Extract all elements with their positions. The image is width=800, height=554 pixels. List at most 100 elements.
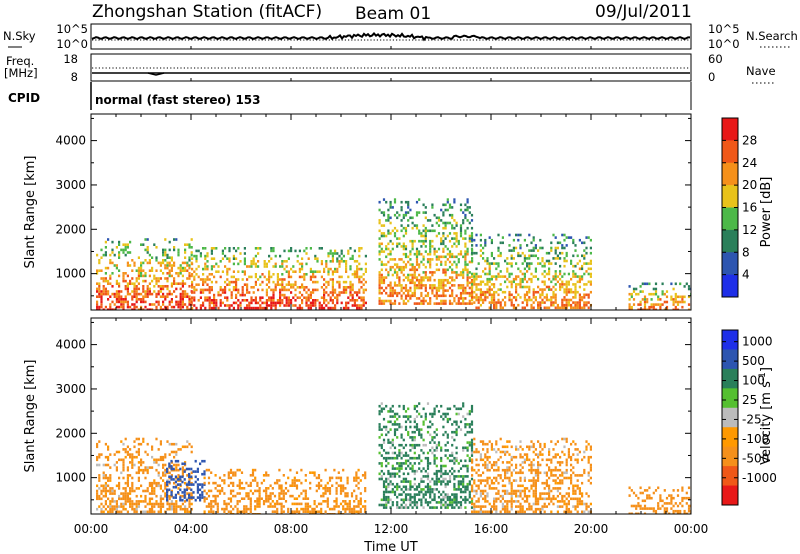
data-cell bbox=[157, 458, 160, 462]
data-cell bbox=[391, 464, 394, 468]
data-cell bbox=[104, 474, 107, 477]
data-cell bbox=[508, 262, 511, 265]
data-cell bbox=[632, 303, 636, 306]
data-cell bbox=[387, 294, 390, 298]
data-cell bbox=[301, 267, 304, 271]
data-cell bbox=[193, 291, 196, 294]
data-cell bbox=[475, 489, 478, 493]
data-cell bbox=[279, 296, 282, 299]
data-cell bbox=[162, 295, 165, 298]
data-cell bbox=[142, 510, 145, 514]
data-cell bbox=[512, 306, 515, 310]
data-cell bbox=[448, 276, 452, 279]
data-cell bbox=[572, 270, 575, 273]
data-cell bbox=[635, 287, 638, 291]
data-cell bbox=[407, 224, 410, 227]
data-cell bbox=[309, 487, 312, 490]
data-cell bbox=[572, 254, 575, 258]
data-cell bbox=[213, 296, 216, 299]
data-cell bbox=[672, 308, 675, 310]
data-cell bbox=[303, 288, 306, 292]
data-cell bbox=[263, 262, 266, 266]
data-cell bbox=[539, 453, 542, 456]
data-cell bbox=[350, 510, 354, 513]
data-cell bbox=[455, 433, 458, 437]
data-cell bbox=[404, 247, 408, 251]
data-cell bbox=[385, 268, 388, 272]
data-cell bbox=[118, 494, 121, 498]
data-cell bbox=[451, 255, 454, 259]
data-cell bbox=[159, 440, 162, 443]
data-cell bbox=[442, 464, 445, 468]
data-cell bbox=[504, 471, 507, 475]
data-cell bbox=[413, 482, 416, 486]
data-cell bbox=[104, 240, 107, 244]
data-cell bbox=[490, 479, 493, 482]
data-cell bbox=[246, 299, 249, 302]
data-cell bbox=[276, 507, 279, 511]
data-cell bbox=[396, 467, 399, 470]
data-cell bbox=[378, 273, 381, 277]
data-cell bbox=[537, 257, 540, 260]
data-cell bbox=[484, 510, 487, 514]
data-cell bbox=[409, 294, 412, 298]
data-cell bbox=[687, 295, 691, 299]
data-cell bbox=[433, 459, 436, 463]
data-cell bbox=[307, 304, 310, 307]
data-cell bbox=[137, 272, 140, 275]
data-cell bbox=[521, 507, 524, 511]
data-cell bbox=[340, 252, 343, 255]
data-cell bbox=[155, 461, 158, 464]
data-cell bbox=[357, 505, 360, 508]
data-cell bbox=[630, 292, 633, 296]
data-cell bbox=[396, 472, 399, 476]
data-cell bbox=[131, 500, 134, 503]
data-cell bbox=[499, 494, 502, 498]
data-cell bbox=[396, 456, 399, 460]
data-cell bbox=[486, 468, 489, 472]
data-cell bbox=[504, 450, 507, 454]
data-cell bbox=[353, 273, 356, 276]
data-cell bbox=[213, 257, 216, 260]
data-cell bbox=[166, 264, 169, 267]
data-cell bbox=[413, 265, 416, 269]
data-cell bbox=[433, 488, 436, 491]
data-cell bbox=[528, 264, 531, 268]
data-cell bbox=[131, 295, 134, 298]
data-cell bbox=[528, 285, 531, 289]
data-cell bbox=[166, 261, 169, 265]
data-cell bbox=[380, 443, 383, 447]
data-cell bbox=[654, 290, 658, 293]
data-cell bbox=[124, 279, 127, 283]
data-cell bbox=[501, 507, 504, 511]
data-cell bbox=[526, 507, 529, 511]
data-cell bbox=[398, 258, 401, 261]
data-cell bbox=[462, 446, 465, 450]
data-cell bbox=[235, 301, 238, 305]
data-cell bbox=[349, 257, 352, 260]
data-cell bbox=[415, 469, 419, 473]
data-cell bbox=[574, 290, 577, 294]
data-cell bbox=[519, 479, 522, 482]
data-cell bbox=[245, 507, 248, 511]
data-cell bbox=[409, 286, 412, 290]
data-cell bbox=[497, 293, 500, 297]
data-cell bbox=[424, 234, 427, 238]
data-cell bbox=[120, 497, 123, 501]
data-cell bbox=[133, 295, 136, 298]
data-cell bbox=[565, 476, 568, 480]
data-cell bbox=[534, 507, 537, 511]
data-cell bbox=[466, 488, 469, 491]
data-cell bbox=[135, 300, 138, 304]
data-cell bbox=[455, 224, 458, 227]
data-cell bbox=[459, 490, 463, 494]
data-cell bbox=[389, 482, 392, 486]
data-cell bbox=[331, 286, 334, 289]
data-cell bbox=[159, 455, 162, 459]
data-cell bbox=[398, 443, 401, 447]
data-cell bbox=[210, 489, 213, 493]
data-cell bbox=[464, 229, 467, 233]
data-cell bbox=[338, 265, 341, 268]
data-cell bbox=[488, 264, 491, 268]
data-cell bbox=[382, 417, 386, 421]
